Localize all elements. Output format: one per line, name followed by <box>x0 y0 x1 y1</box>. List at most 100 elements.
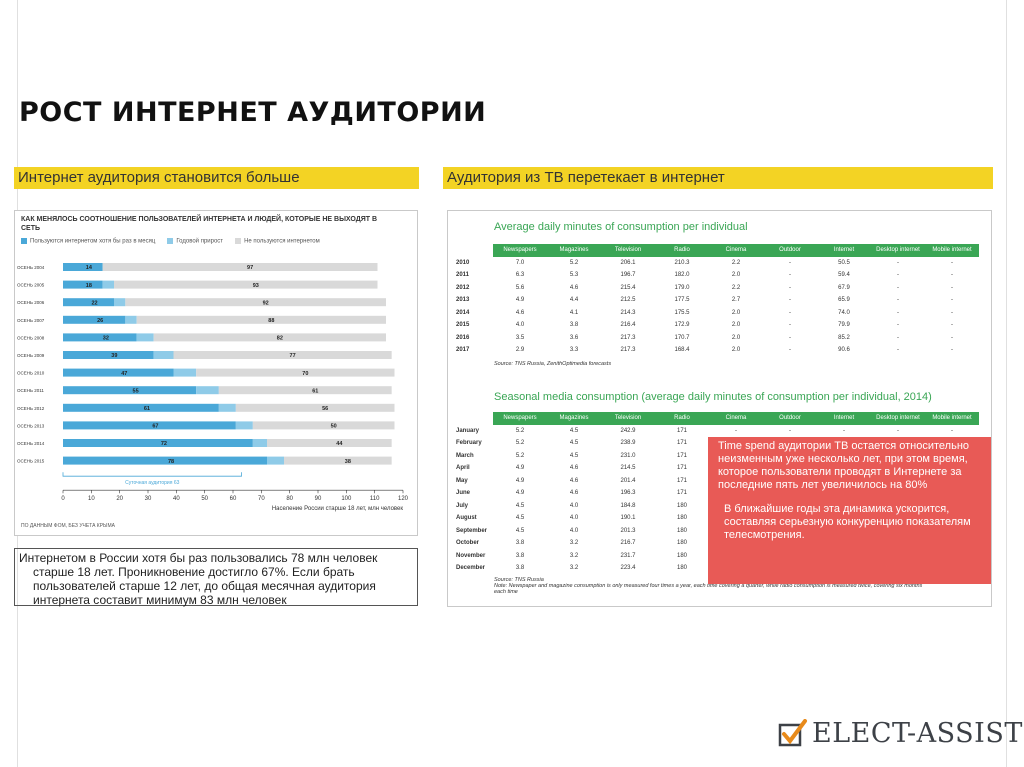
table-cell: - <box>789 334 791 341</box>
table-cell: 4.5 <box>569 452 579 459</box>
bar-nonusers <box>114 280 378 289</box>
table-cell: 4.6 <box>569 465 579 472</box>
table-row: 2014 4.6 4.1 214.3 175.5 2.0 - 74.0 - - <box>456 307 979 320</box>
table-row: August 4.5 4.0 190.1 180 <box>456 512 979 525</box>
table-row: 2013 4.9 4.4 212.5 177.5 2.7 - 65.9 - - <box>456 294 979 307</box>
table-cell: 4.0 <box>569 502 579 509</box>
x-tick-label: 40 <box>173 496 180 502</box>
right-section-header: Аудитория из ТВ перетекает в интернет <box>443 167 993 189</box>
bar-nonusers <box>252 421 395 430</box>
table-cell: 2.2 <box>731 259 741 266</box>
x-tick-label: 60 <box>230 496 237 502</box>
table-cell: 2.0 <box>731 322 741 329</box>
column-header: Internet <box>817 412 871 425</box>
table-cell: 190.1 <box>620 515 636 522</box>
table-cell: - <box>789 427 791 434</box>
category-label: ОСЕНЬ 2007 <box>17 318 45 323</box>
data-label-nonusers: 82 <box>277 336 283 342</box>
table-cell: 171 <box>676 440 687 447</box>
table-cell: - <box>897 427 899 434</box>
table-cell: - <box>951 427 953 434</box>
table-cell: 180 <box>676 502 687 509</box>
table-cell: 180 <box>676 540 687 547</box>
table-cell: 2.7 <box>731 297 741 304</box>
column-header: Outdoor <box>763 412 817 425</box>
row-label: February <box>456 440 482 447</box>
table-cell: 180 <box>676 552 687 559</box>
table-cell: 196.7 <box>620 272 636 279</box>
table-cell: 3.8 <box>515 565 525 572</box>
column-header: Desktop internet <box>871 244 925 257</box>
table-cell: 4.5 <box>569 427 579 434</box>
chart-heading: КАК МЕНЯЛОСЬ СООТНОШЕНИЕ ПОЛЬЗОВАТЕЛЕЙ И… <box>21 216 378 232</box>
row-label: May <box>456 477 468 484</box>
data-label-nonusers: 44 <box>336 441 343 447</box>
column-header: Magazines <box>547 244 601 257</box>
bar-nonusers <box>196 368 395 377</box>
table-cell: 7.0 <box>515 259 525 266</box>
row-label: 2014 <box>456 309 470 316</box>
table-cell: 210.3 <box>674 259 690 266</box>
table-cell: 4.4 <box>569 297 579 304</box>
table-row: 2011 6.3 5.3 196.7 182.0 2.0 - 59.4 - - <box>456 269 979 282</box>
table-cell: - <box>951 347 953 354</box>
bar-growth <box>114 298 126 307</box>
table-row: February 5.2 4.5 238.9 171 <box>456 437 979 450</box>
legend-item-growth: Годовой прирост <box>167 238 223 245</box>
bar-nonusers <box>102 263 378 271</box>
data-label-users: 47 <box>121 371 127 377</box>
chart-legend: Пользуются интернетом хотя бы раз в меся… <box>21 238 320 245</box>
bar-users <box>63 403 219 412</box>
table-cell: 214.3 <box>620 309 636 316</box>
chart-panel: КАК МЕНЯЛОСЬ СООТНОШЕНИЕ ПОЛЬЗОВАТЕЛЕЙ И… <box>14 210 418 536</box>
bar-users <box>63 280 103 289</box>
bar-growth <box>218 403 236 412</box>
row-label: November <box>456 552 486 559</box>
row-label: October <box>456 540 480 547</box>
bar-nonusers <box>267 439 392 447</box>
table-cell: - <box>951 334 953 341</box>
table-cell: 59.4 <box>838 272 850 279</box>
row-label: September <box>456 527 488 534</box>
table-cell: 206.1 <box>620 259 636 266</box>
table-header-row: Newspapers Magazines Television Radio Cinema… <box>456 412 979 425</box>
row-label: April <box>456 465 470 472</box>
bar-users <box>63 386 197 395</box>
table-row: March 5.2 4.5 231.0 171 <box>456 450 979 463</box>
column-header: Cinema <box>709 412 763 425</box>
bar-users <box>63 298 114 307</box>
table-cell: - <box>897 322 899 329</box>
data-label-users: 26 <box>97 318 103 324</box>
table-cell: - <box>789 309 791 316</box>
table-cell: 180 <box>676 515 687 522</box>
table-cell: 2.0 <box>731 334 741 341</box>
table-cell: - <box>789 347 791 354</box>
table-cell: 231.7 <box>620 552 636 559</box>
left-caption: Интернетом в России хотя бы раз пользова… <box>14 548 418 607</box>
data-label-users: 61 <box>144 406 150 412</box>
table-cell: 4.9 <box>515 477 525 484</box>
row-label: June <box>456 490 471 497</box>
data-label-nonusers: 88 <box>268 318 274 324</box>
table-row: May 4.9 4.6 201.4 171 <box>456 475 979 488</box>
table-cell: - <box>897 259 899 266</box>
table-cell: 4.5 <box>515 515 525 522</box>
callout-box: Time spend аудитории ТВ остается относит… <box>708 437 991 584</box>
table-cell: 180 <box>676 565 687 572</box>
table-cell: 5.2 <box>515 440 525 447</box>
table-cell: - <box>789 322 791 329</box>
table-cell: - <box>789 259 791 266</box>
table-cell: - <box>897 309 899 316</box>
seasonal-table-source: Source: TNS Russia Note: Newspaper and ma… <box>494 577 923 595</box>
column-header: Television <box>601 412 655 425</box>
category-label: ОСЕНЬ 2011 <box>17 388 44 393</box>
table-cell: 3.8 <box>515 540 525 547</box>
row-label: July <box>456 502 469 509</box>
table-cell: 171 <box>676 477 687 484</box>
data-label-nonusers: 70 <box>302 371 308 377</box>
table-row: October 3.8 3.2 216.7 180 <box>456 537 979 550</box>
column-header: Desktop internet <box>871 412 925 425</box>
table-row: 2015 4.0 3.8 216.4 172.9 2.0 - 79.9 - - <box>456 319 979 332</box>
table-cell: 172.9 <box>674 322 690 329</box>
data-label-nonusers: 77 <box>290 353 296 359</box>
